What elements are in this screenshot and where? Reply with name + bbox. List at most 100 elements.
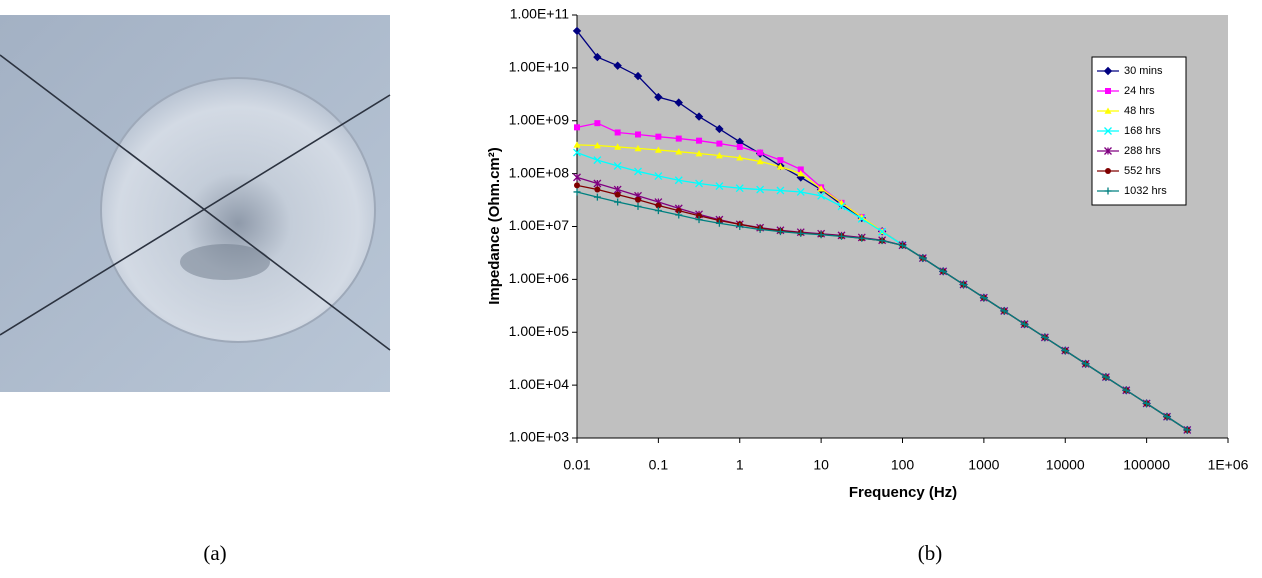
x-tick-label: 0.01 [563,457,590,473]
marker [674,176,683,185]
legend-label: 288 hrs [1124,145,1161,157]
marker [715,182,724,191]
marker [696,212,703,219]
marker [613,61,622,70]
marker [1104,127,1112,135]
x-axis-label: Frequency (Hz) [849,484,957,501]
marker [837,202,846,211]
marker [817,191,826,200]
legend-label: 168 hrs [1124,125,1161,137]
marker [960,280,968,288]
marker [654,92,663,102]
y-axis-label: Impedance (Ohm.cm²) [486,147,503,305]
legend-label: 24 hrs [1124,85,1155,97]
marker [654,207,662,215]
marker [715,152,723,159]
marker [593,52,602,62]
x-tick-label: 100 [891,457,915,473]
marker [1061,347,1069,355]
marker [572,26,582,36]
marker [817,185,825,192]
marker [919,254,927,262]
marker [735,184,744,193]
legend: 30 mins 24 hrs 48 hrs 168 hrs 288 hrs 552 hrs… [1091,56,1187,206]
marker [1105,88,1111,94]
marker [574,182,580,189]
y-tick-label: 1.00E+05 [509,323,570,339]
marker [594,120,601,127]
y-tick-label: 1.00E+04 [509,376,570,392]
marker [1105,168,1111,174]
marker [613,161,622,170]
marker [1102,373,1110,381]
marker [797,170,805,177]
marker [614,198,622,206]
marker [635,196,642,203]
marker [878,227,887,236]
marker [573,188,581,196]
photo [0,15,391,392]
marker [675,211,683,219]
y-tick-label: 1.00E+07 [509,217,570,233]
marker [634,167,642,176]
marker [1104,187,1112,195]
marker [756,157,764,165]
marker [716,140,723,147]
marker [695,216,703,224]
y-tick-label: 1.00E+11 [510,6,570,22]
marker [634,144,642,152]
marker [777,157,784,164]
marker [633,71,643,81]
marker [797,229,805,237]
y-tick-label: 1.00E+03 [509,429,570,445]
marker [593,142,601,149]
marker [695,150,703,157]
x-tick-label: 1 [736,457,744,473]
marker [634,202,642,210]
marker [858,234,866,242]
y-tick-label: 1.00E+06 [509,270,570,286]
marker [594,186,601,193]
marker [654,146,662,153]
marker [694,112,704,121]
marker [593,156,602,165]
y-tick-label: 1.00E+09 [509,111,570,127]
marker [614,191,621,198]
marker [593,179,602,188]
marker [939,267,947,275]
x-tick-label: 10000 [1046,457,1085,473]
marker [635,131,642,138]
marker [776,186,785,195]
y-tick-label: 1.00E+10 [509,59,570,75]
marker [1103,66,1113,76]
marker [696,137,703,144]
marker [1021,320,1029,328]
marker [715,219,723,227]
marker [675,135,682,142]
marker [796,188,805,196]
marker [1163,413,1171,421]
marker [736,223,744,230]
x-tick-label: 1E+06 [1208,457,1249,473]
marker [857,214,866,223]
marker [675,207,682,214]
marker [878,237,886,245]
marker [573,173,581,182]
x-tick-label: 1000 [968,457,999,473]
marker [899,241,906,249]
marker [980,294,988,302]
marker [1143,399,1151,407]
x-tick-label: 10 [813,457,829,473]
marker [1104,147,1112,155]
marker [655,133,662,140]
marker [675,148,683,155]
marker [1183,426,1191,434]
marker [776,163,784,170]
marker [757,149,764,156]
marker [1082,360,1090,368]
legend-label: 30 mins [1124,65,1163,77]
legend-label: 48 hrs [1124,105,1155,117]
marker [573,148,581,157]
marker [573,141,581,148]
